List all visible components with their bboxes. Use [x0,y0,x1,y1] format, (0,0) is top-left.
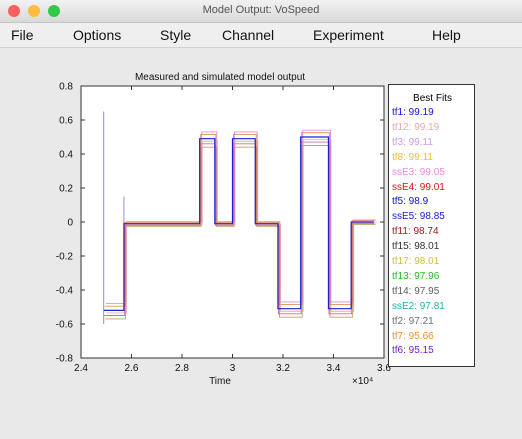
y-tick-label: -0.2 [56,252,74,263]
minimize-window-button[interactable] [28,5,40,17]
legend-title: Best Fits [413,93,452,104]
legend-entry: tf15: 98.01 [392,241,440,253]
x-tick-label: 3.2 [276,363,290,374]
x-tick-label: 2.6 [125,363,139,374]
simulated-series-line [105,129,376,305]
simulated-series-line [106,139,377,314]
title-bar: Model Output: VoSpeed [0,0,522,23]
simulated-series-line [105,145,376,320]
menu-file[interactable]: File [11,27,34,43]
maximize-window-button[interactable] [48,5,60,17]
measured-series [103,136,374,311]
legend-entry: ssE5: 98.85 [392,211,445,223]
menu-help[interactable]: Help [432,27,461,43]
y-tick-label: 0.2 [59,184,73,195]
measured-series-line [103,136,374,311]
x-axis-label: Time [209,376,231,387]
y-tick-label: -0.6 [56,320,74,331]
legend-entry: tf12: 99.19 [392,121,440,133]
y-tick-label: 0.8 [59,82,73,93]
y-tick-label: -0.4 [56,286,74,297]
legend-entry: tf7: 95.66 [392,330,434,342]
y-tick-label: -0.8 [56,354,74,365]
chart-title: Measured and simulated model output [135,72,305,83]
y-tick-label: 0.6 [59,116,73,127]
x-tick-label: 3 [230,363,236,374]
window-title: Model Output: VoSpeed [202,4,320,16]
menu-options[interactable]: Options [73,27,122,43]
legend-entry: tf17: 98.01 [392,256,440,267]
menu-channel[interactable]: Channel [222,27,275,43]
legend-entry: tf1: 99.19 [392,107,434,118]
legend-entry: tf3: 99.11 [392,136,433,148]
axis-ticks: 2.4 2.6 2.8 3 3.2 3.4 3.6 0.8 0.6 0.4 0.2 0 -0.2 -0.4… [56,82,392,375]
menu-bar: File Options Style Channel Experiment He… [0,23,522,48]
x-tick-label: 2.8 [175,363,189,374]
legend-entry: tf5: 98.9 [392,196,429,208]
legend-entry: tf2: 97.21 [392,315,434,327]
legend-entry: tf8: 99.11 [392,151,433,163]
x-tick-label: 3.4 [327,363,341,374]
y-tick-label: 0 [67,218,73,229]
best-fits-legend: Best Fits tf1: 99.19 tf12: 99.19 tf3: 99.1… [388,84,475,367]
legend-entry: tf14: 97.95 [392,285,440,297]
menu-experiment[interactable]: Experiment [313,27,384,43]
x-axis-exponent: ×10⁴ [352,376,373,387]
legend-entry: ssE3: 99.05 [392,166,445,178]
legend-entry: ssE4: 99.01 [392,181,445,193]
x-tick-label: 2.4 [74,363,88,374]
legend-entry: ssE2: 97.81 [392,300,445,312]
x-tick-label: 3.6 [377,363,391,374]
close-window-button[interactable] [8,5,20,17]
y-tick-label: 0.4 [59,150,73,161]
legend-entry: tf13: 97.96 [392,270,440,282]
simulated-series-line [104,132,375,307]
legend-entry: tf6: 95.15 [392,345,434,357]
menu-style[interactable]: Style [160,27,192,43]
legend-entry: tf11: 98.74 [392,226,439,238]
